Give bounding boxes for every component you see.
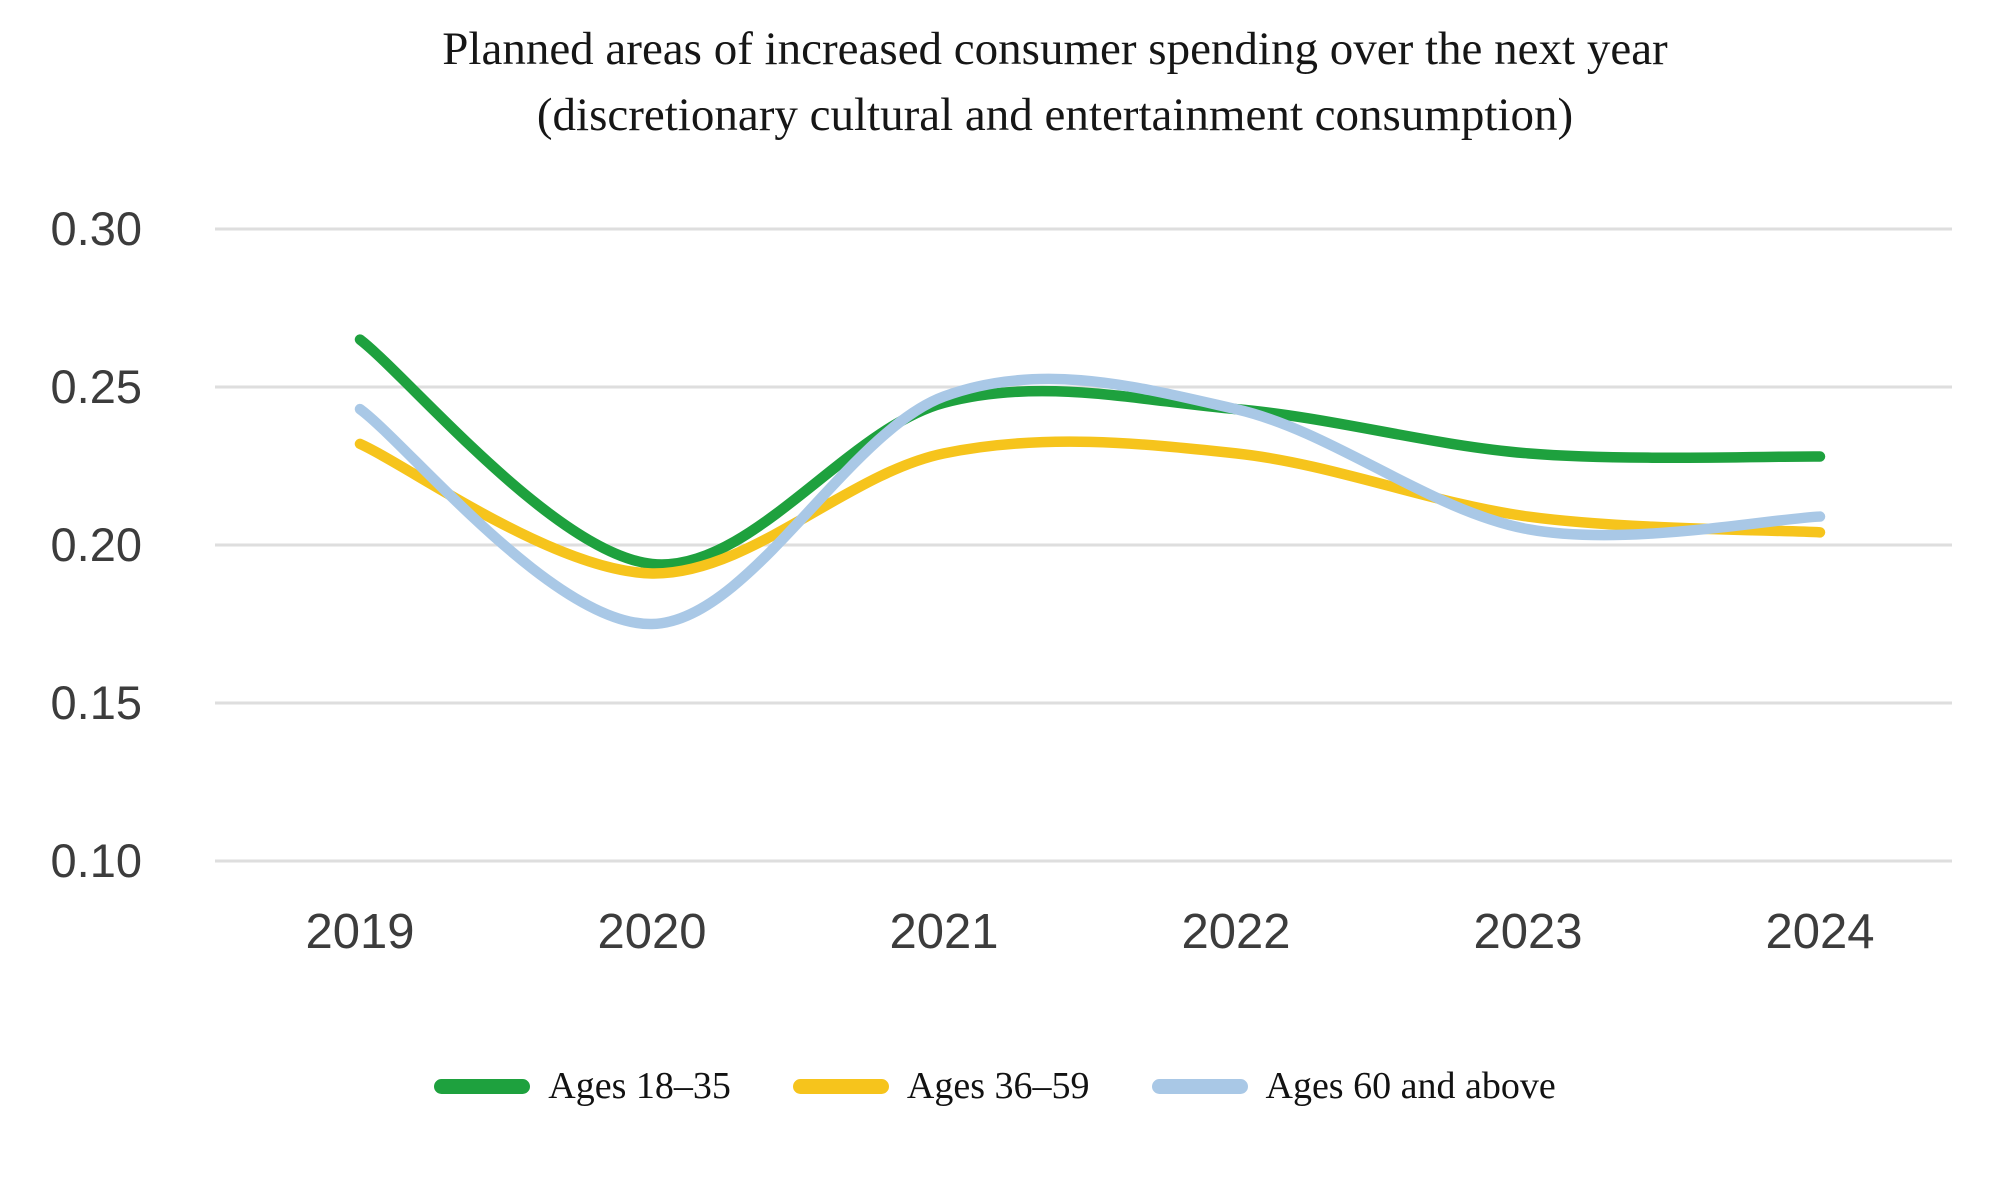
chart-title-line1: Planned areas of increased consumer spen… bbox=[442, 23, 1668, 75]
series-line-blue bbox=[354, 373, 1826, 630]
legend-swatch-blue-icon bbox=[1151, 1078, 1248, 1094]
x-tick-label: 2019 bbox=[305, 905, 414, 959]
series-line-green bbox=[354, 334, 1826, 570]
legend-label: Ages 36–59 bbox=[906, 1065, 1090, 1107]
y-tick-label: 0.25 bbox=[51, 360, 142, 413]
legend-item-ages-36-59: Ages 36–59 bbox=[792, 1064, 1090, 1108]
y-tick-label: 0.15 bbox=[51, 676, 142, 729]
x-tick-label: 2023 bbox=[1473, 905, 1582, 959]
y-tick-label: 0.30 bbox=[51, 202, 142, 255]
legend-label: Ages 18–35 bbox=[548, 1065, 731, 1107]
series-line-yellow bbox=[354, 436, 1826, 579]
y-tick-label: 0.10 bbox=[51, 834, 142, 887]
legend-item-ages-18-35: Ages 18–35 bbox=[434, 1064, 731, 1108]
legend-label: Ages 60 and above bbox=[1265, 1065, 1556, 1107]
x-tick-label: 2021 bbox=[889, 905, 998, 959]
x-tick-label: 2022 bbox=[1181, 905, 1290, 959]
x-tick-label: 2020 bbox=[597, 905, 706, 959]
line-chart-plot-area: 0.30 0.25 0.20 0.15 0.10 2019 2020 2021 2022 2023… bbox=[51, 202, 1952, 959]
legend-swatch-yellow-icon bbox=[792, 1078, 889, 1094]
legend-swatch-green-icon bbox=[434, 1078, 531, 1094]
chart-title-line2: (discretionary cultural and entertainmen… bbox=[536, 89, 1574, 141]
y-tick-label: 0.20 bbox=[51, 518, 142, 571]
legend-item-ages-60-above: Ages 60 and above bbox=[1151, 1064, 1556, 1108]
x-tick-label: 2024 bbox=[1765, 905, 1874, 959]
chart-legend: Ages 18–35 Ages 36–59 Ages 60 and above bbox=[0, 1064, 1990, 1108]
chart-title: Planned areas of increased consumer spen… bbox=[120, 16, 1990, 148]
